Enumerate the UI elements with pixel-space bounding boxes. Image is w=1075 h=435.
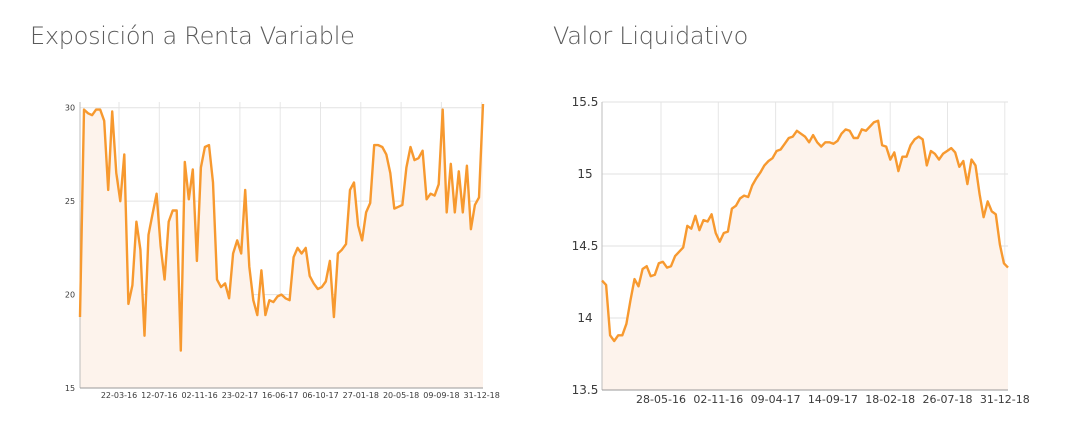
- y-tick-label: 15: [577, 167, 592, 181]
- x-tick-label: 20-05-18: [383, 391, 419, 400]
- renta-variable-chart: 15 20 25 30 22-03-16 12-07-16 02-11-16 23-02-17…: [65, 102, 500, 400]
- x-tick-label: 22-03-16: [101, 391, 137, 400]
- x-tick-label: 31-12-18: [980, 393, 1030, 406]
- y-tick-label: 15: [65, 384, 75, 393]
- area-fill: [80, 104, 483, 388]
- y-tick-label: 20: [65, 291, 75, 300]
- x-tick-label: 23-02-17: [222, 391, 258, 400]
- y-tick-label: 14: [577, 311, 592, 325]
- x-tick-label: 27-01-18: [343, 391, 379, 400]
- x-tick-label: 02-11-16: [181, 391, 217, 400]
- x-tick-label: 06-10-17: [302, 391, 338, 400]
- x-tick-label: 31-12-18: [464, 391, 500, 400]
- y-tick-label: 15.5: [572, 95, 599, 109]
- x-tick-label: 14-09-17: [808, 393, 858, 406]
- area-fill: [602, 120, 1008, 390]
- x-tick-label: 18-02-18: [865, 393, 915, 406]
- chart-title-renta-variable: Exposición a Renta Variable: [30, 22, 355, 50]
- y-tick-label: 14.5: [572, 239, 599, 253]
- y-tick-label: 30: [65, 104, 75, 113]
- series-line: [601, 119, 1009, 343]
- x-tick-label: 09-04-17: [751, 393, 801, 406]
- x-tick-label: 12-07-16: [141, 391, 177, 400]
- y-tick-label: 25: [65, 197, 75, 206]
- y-tick-label: 13.5: [572, 383, 599, 397]
- x-tick-label: 02-11-16: [693, 393, 743, 406]
- x-tick-label: 09-09-18: [423, 391, 459, 400]
- series-line: [78, 103, 485, 352]
- chart-title-valor-liquidativo: Valor Liquidativo: [553, 22, 749, 50]
- x-tick-label: 28-05-16: [636, 393, 686, 406]
- x-tick-label: 16-06-17: [262, 391, 298, 400]
- x-tick-label: 26-07-18: [923, 393, 973, 406]
